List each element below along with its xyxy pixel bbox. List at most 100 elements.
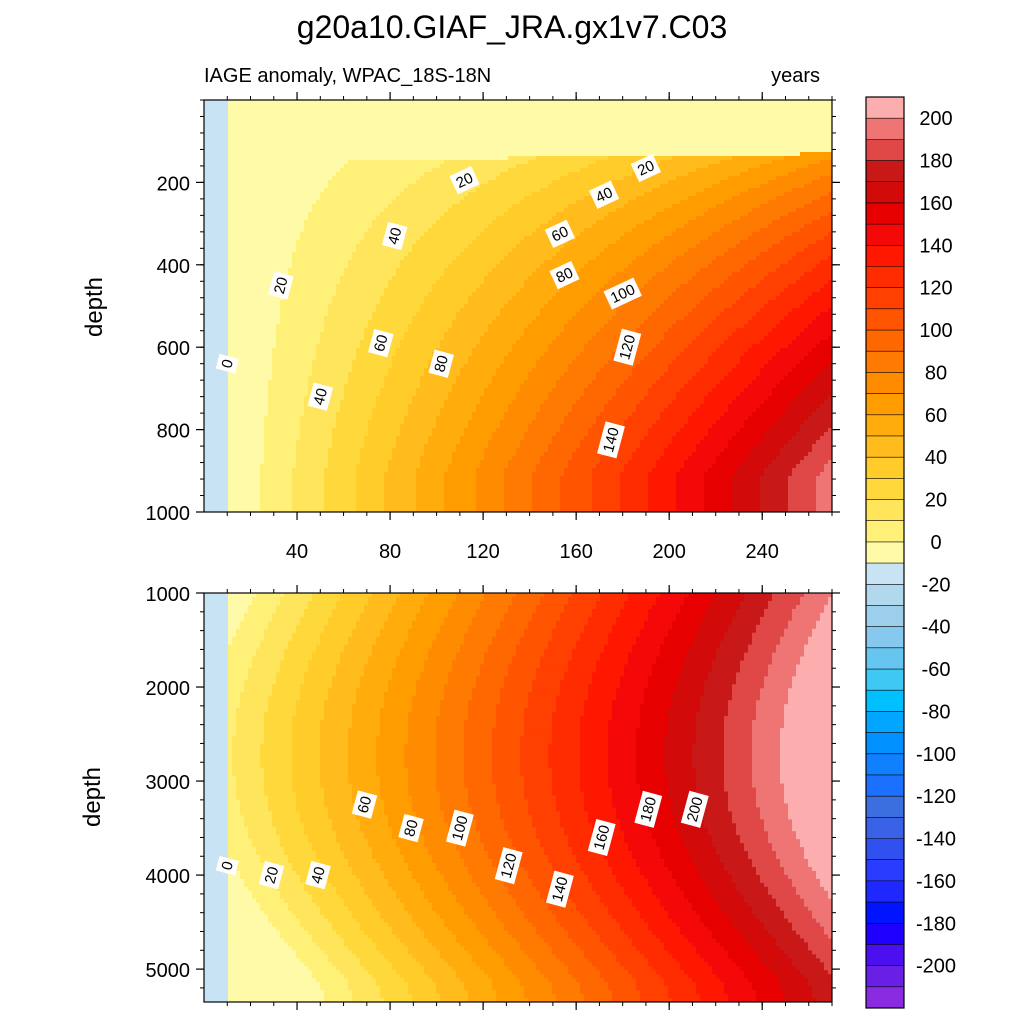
x-tick-label: 120 — [466, 541, 499, 563]
colorbar-label: -100 — [916, 744, 956, 766]
y-tick-label: 800 — [157, 421, 190, 443]
y-tick-label: 3000 — [146, 772, 191, 794]
y-tick-label: 1000 — [146, 503, 191, 525]
contour-label: 60 — [368, 328, 394, 358]
colorbar-swatch — [866, 647, 904, 670]
colorbar-swatch — [866, 774, 904, 797]
colorbar-label: 20 — [925, 490, 947, 512]
y-axis-title-lower: depth — [79, 767, 106, 827]
x-tick-label: 160 — [559, 541, 592, 563]
colorbar-swatch — [866, 372, 904, 395]
colorbar-swatch — [866, 139, 904, 162]
colorbar-swatch — [866, 351, 904, 373]
contour-label: 40 — [307, 382, 334, 411]
contour-label: 40 — [305, 860, 331, 890]
colorbar-swatch — [866, 690, 904, 712]
chart-title: g20a10.GIAF_JRA.gx1v7.C03 — [297, 9, 727, 45]
x-tick-label: 240 — [746, 541, 779, 563]
contour-label: 60 — [544, 219, 576, 249]
contour-label: 140 — [545, 870, 574, 908]
colorbar-swatch — [866, 499, 904, 522]
colorbar-swatch — [866, 308, 904, 331]
colorbar-label: -40 — [922, 617, 951, 639]
colorbar-swatch — [866, 245, 904, 267]
y-tick-label: 600 — [157, 338, 190, 360]
contour-label: 100 — [445, 809, 474, 847]
colorbar-swatch — [866, 97, 904, 119]
contour-label: 80 — [549, 260, 580, 290]
heatmap-field — [204, 100, 832, 512]
lower-panel: 1000 2000 3000 4000 5000 0 20 40 60 80 100 120 140 16… — [146, 584, 840, 1010]
y-tick-label: 400 — [157, 256, 190, 278]
colorbar-swatch — [866, 266, 904, 289]
x-tick-label: 200 — [652, 541, 685, 563]
colorbar-swatch — [866, 160, 904, 183]
x-axis-upper: 40 80 120 160 200 240 — [286, 541, 779, 563]
colorbar-swatch — [866, 838, 904, 861]
colorbar-swatch — [866, 563, 904, 585]
colorbar-swatch — [866, 902, 904, 924]
colorbar-swatch — [866, 202, 904, 225]
contour-label: 40 — [381, 221, 408, 251]
x-tick-label: 80 — [379, 541, 401, 563]
colorbar-swatch — [866, 393, 904, 416]
colorbar-swatch — [866, 626, 904, 649]
colorbar-label: 140 — [919, 235, 952, 257]
colorbar-swatch — [866, 520, 904, 543]
colorbar-swatch — [866, 711, 904, 734]
contour-label: 40 — [588, 180, 620, 209]
contour-label: 60 — [351, 790, 378, 819]
colorbar-label: 160 — [919, 193, 952, 215]
colorbar-swatch — [866, 541, 904, 564]
colorbar-label: -80 — [922, 701, 951, 723]
colorbar-label: -140 — [916, 829, 956, 851]
colorbar-swatch — [866, 605, 904, 628]
y-tick-label: 1000 — [146, 584, 191, 606]
colorbar-swatch — [866, 880, 904, 903]
plot-frame — [203, 592, 833, 1003]
colorbar-swatch — [866, 669, 904, 691]
colorbar-label: 0 — [930, 532, 941, 554]
y-tick-label: 5000 — [146, 960, 191, 982]
colorbar-swatch — [866, 986, 904, 1009]
colorbar-label: 200 — [919, 108, 952, 130]
contour-label: 140 — [597, 421, 625, 459]
colorbar-label: 80 — [925, 362, 947, 384]
contour-label: 0 — [215, 353, 239, 374]
contour-label: 160 — [587, 818, 616, 857]
contour-label: 80 — [428, 349, 454, 378]
colorbar-swatch — [866, 414, 904, 437]
heatmap-field — [204, 593, 832, 1002]
colorbar-label: -120 — [916, 786, 956, 808]
y-tick-label: 200 — [157, 173, 190, 195]
colorbar-swatch — [866, 181, 904, 204]
contour-label: 20 — [268, 271, 294, 300]
colorbar-label: -20 — [922, 574, 951, 596]
colorbar-label: 100 — [919, 320, 952, 342]
contour-label: 20 — [258, 860, 285, 890]
contour-label: 120 — [613, 328, 642, 366]
colorbar-label: -60 — [922, 659, 951, 681]
colorbar: 200180160140120100806040200-20-40-60-80-… — [865, 96, 956, 1009]
contour-label: 200 — [680, 790, 709, 828]
contour-label: 20 — [449, 166, 480, 195]
colorbar-swatch — [866, 965, 904, 988]
y-tick-label: 2000 — [146, 678, 191, 700]
colorbar-swatch — [866, 732, 904, 755]
colorbar-swatch — [866, 944, 904, 967]
x-tick-label: 40 — [286, 541, 308, 563]
colorbar-label: 120 — [919, 278, 952, 300]
colorbar-label: 60 — [925, 405, 947, 427]
colorbar-swatch — [866, 817, 904, 840]
colorbar-swatch — [866, 435, 904, 458]
contour-label: 120 — [494, 847, 523, 885]
colorbar-swatch — [866, 287, 904, 310]
subtitle-right: years — [771, 65, 820, 87]
contour-label: 180 — [634, 790, 663, 828]
contour-label: 0 — [215, 855, 239, 876]
colorbar-label: 180 — [919, 151, 952, 173]
colorbar-swatch — [866, 584, 904, 606]
